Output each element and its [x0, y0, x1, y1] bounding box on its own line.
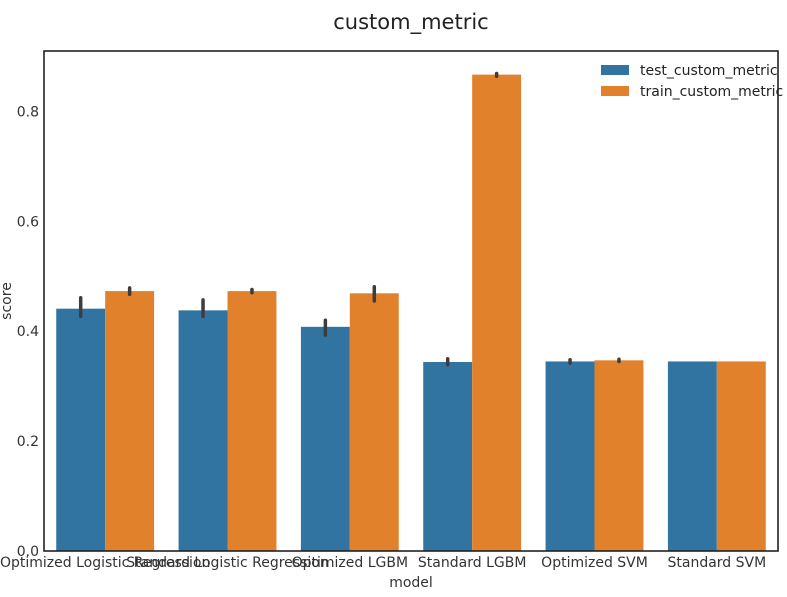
y-axis-ticks: 0.0 0.2 0.4 0.6 0.8	[17, 104, 39, 560]
bar-train_custom_metric-0	[105, 291, 155, 551]
x-tick-label-5: Standard SVM	[667, 555, 766, 571]
y-tick-label-2: 0.4	[17, 324, 39, 340]
legend-label-train_custom_metric: train_custom_metric	[640, 84, 783, 100]
y-tick-label-3: 0.6	[17, 214, 39, 230]
x-tick-label-2: Optimized LGBM	[292, 555, 408, 571]
bar-train_custom_metric-5	[716, 361, 766, 551]
bar-train_custom_metric-3	[472, 74, 522, 551]
x-tick-label-0: Optimized Logistic Regression	[0, 555, 210, 571]
plot-frame	[43, 50, 779, 552]
legend-swatch-test_custom_metric	[601, 65, 629, 75]
y-tick-label-0: 0.0	[17, 544, 39, 560]
chart-title: custom_metric	[333, 10, 488, 35]
legend-swatch-train_custom_metric	[601, 86, 629, 96]
bar-test_custom_metric-2	[300, 326, 350, 551]
bar-train_custom_metric-2	[349, 293, 399, 551]
y-axis-label: score	[0, 282, 15, 320]
bar-test_custom_metric-4	[545, 361, 595, 551]
x-tick-label-4: Optimized SVM	[541, 555, 648, 571]
bar-test_custom_metric-3	[423, 361, 473, 551]
y-tick-label-4: 0.8	[17, 104, 39, 120]
legend-label-test_custom_metric: test_custom_metric	[640, 63, 778, 79]
bar-test_custom_metric-1	[178, 310, 228, 551]
legend: test_custom_metric train_custom_metric	[601, 63, 783, 100]
y-tick-label-1: 0.2	[17, 434, 39, 450]
bar-train_custom_metric-1	[227, 291, 277, 551]
bars-layer	[56, 74, 766, 551]
error-bars-layer	[78, 71, 621, 367]
x-tick-label-1: Standard Logistic Regression	[126, 555, 328, 571]
bar-test_custom_metric-5	[667, 361, 717, 551]
x-tick-label-3: Standard LGBM	[418, 555, 526, 571]
bar-train_custom_metric-4	[594, 360, 644, 551]
bar-test_custom_metric-0	[56, 308, 106, 551]
x-axis-label: model	[389, 575, 433, 591]
